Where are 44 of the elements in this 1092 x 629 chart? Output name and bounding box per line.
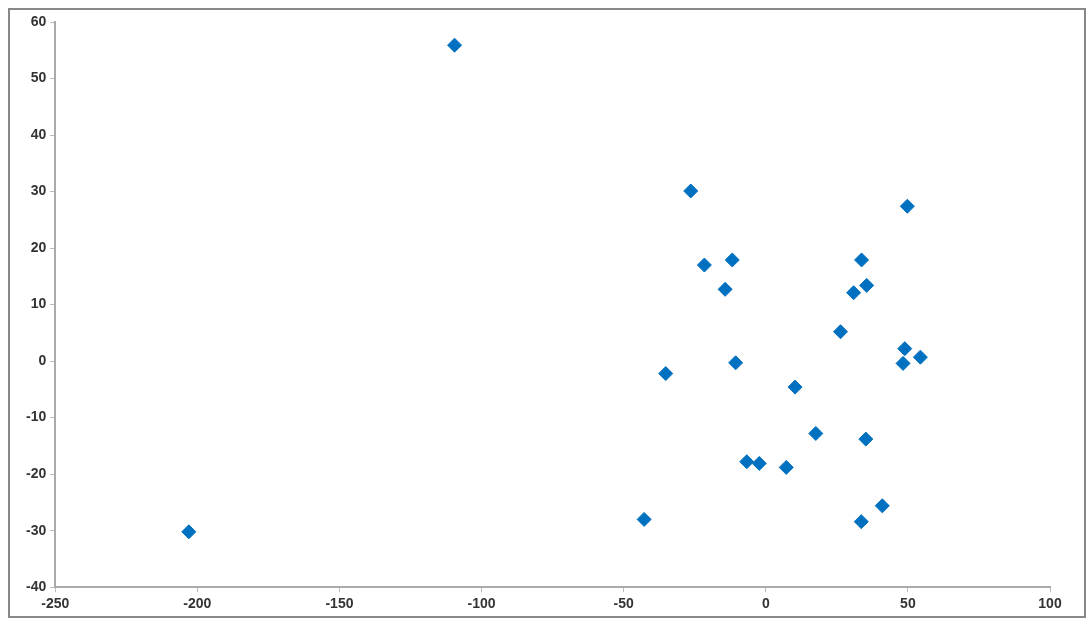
y-tick-label: 60	[30, 12, 47, 29]
x-tick-label: -250	[41, 595, 70, 612]
point	[874, 498, 890, 514]
x-tick-label: -50	[613, 595, 634, 612]
y-tick-label: 50	[30, 69, 47, 86]
point	[853, 514, 869, 530]
point	[899, 198, 915, 214]
y-tick-label: 30	[30, 182, 47, 199]
y-tick-label: 0	[38, 351, 47, 368]
x-tick-label: 50	[900, 595, 916, 612]
y-tick-label: -10	[26, 408, 47, 425]
point	[895, 355, 911, 371]
point	[683, 183, 699, 199]
point	[787, 379, 803, 395]
x-tick-label: 0	[761, 595, 770, 612]
point	[751, 455, 767, 471]
point	[447, 37, 463, 53]
point	[912, 349, 928, 365]
point	[181, 524, 197, 540]
point	[858, 431, 874, 447]
y-tick-label: 10	[30, 295, 47, 312]
point	[724, 252, 740, 268]
y-tick-label: -30	[26, 521, 47, 538]
y-tick-label: -20	[26, 465, 47, 482]
y-tick-label: 40	[30, 125, 47, 142]
point	[833, 324, 849, 340]
x-tick-label: -100	[467, 595, 496, 612]
point	[717, 281, 733, 297]
point	[739, 454, 755, 470]
point	[808, 425, 824, 441]
point	[696, 257, 712, 273]
y-tick-label: -40	[26, 578, 47, 595]
point	[859, 277, 875, 293]
point	[778, 459, 794, 475]
x-tick-label: 100	[1038, 595, 1062, 612]
x-tick-label: -200	[183, 595, 212, 612]
point	[658, 366, 674, 382]
y-tick-label: 20	[30, 238, 47, 255]
x-tick-label: -150	[325, 595, 354, 612]
point	[728, 355, 744, 371]
point	[636, 511, 652, 527]
point	[846, 285, 862, 301]
point	[854, 252, 870, 268]
point	[897, 341, 913, 357]
